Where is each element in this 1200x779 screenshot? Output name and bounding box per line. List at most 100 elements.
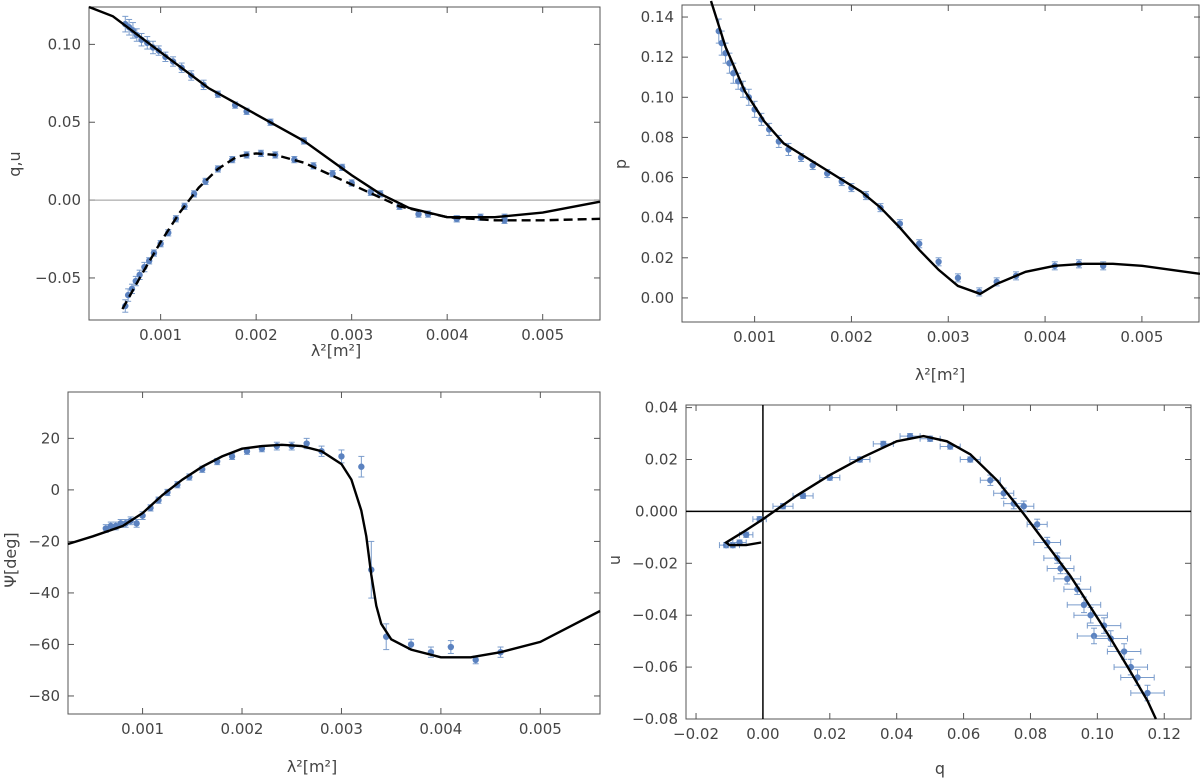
panel-q-u: 0.001 0.002 0.003 0.004 0.005 −0.05 0.00 0.05 0… [5,5,601,360]
y-tick-label: −60 [28,635,60,653]
data-point [742,531,750,538]
y-axis: −0.05 0.00 0.05 0.10 [35,35,600,287]
y-tick-label: 0.10 [641,88,674,106]
data-point [916,240,923,247]
data-point [136,271,143,279]
y-axis-label: p [611,159,630,169]
data-point [472,656,479,664]
y-tick-label: −0.05 [35,269,81,287]
data-point [107,522,114,530]
data-point [501,217,508,224]
y-tick-label: 0.000 [635,502,678,520]
x-tick-label: 0.003 [927,328,970,346]
series-layer [67,437,601,665]
x-tick-label: 0.004 [419,720,462,738]
y-tick-label: −0.02 [632,554,678,572]
y-axis-label: q,u [5,151,24,176]
data-point [935,258,942,266]
data-point [415,210,422,218]
x-tick-label: 0.002 [221,720,264,738]
plot-frame [88,6,601,321]
x-tick-label: 0.002 [235,326,278,344]
y-tick-label: −80 [28,687,60,705]
x-tick-label: −0.02 [673,725,719,743]
y-tick-label: −20 [28,532,60,550]
x-axis: 0.001 0.002 0.003 0.004 0.005 [733,5,1163,346]
data-point [1020,503,1027,510]
data-point [1144,689,1151,697]
data-point [730,70,737,77]
y-tick-label: 0.02 [641,249,674,267]
data-point [1033,521,1041,528]
y-tick-label: 0.02 [645,450,678,468]
x-tick-label: 0.00 [746,725,779,743]
x-tick-label: 0.005 [521,326,564,344]
x-tick-label: 0.005 [519,720,562,738]
y-tick-label: 0 [50,481,60,499]
x-axis: 0.001 0.002 0.003 0.004 0.005 [121,392,562,738]
data-point [1120,648,1128,655]
y-tick-label: 0.06 [641,169,674,187]
x-tick-label: 0.005 [1120,328,1163,346]
x-tick-label: 0.12 [1148,725,1181,743]
x-tick-label: 0.10 [1081,725,1114,743]
panel-p: 0.001 0.002 0.003 0.004 0.005 0.000.020.040.… [611,0,1200,384]
y-tick-label: 20 [41,429,60,447]
y-tick-label: 0.05 [48,113,81,131]
data-point [407,641,415,648]
series-layer [718,432,1165,720]
data-point [1087,611,1094,619]
y-axis: −80 −60 −40 −20 0 20 [28,429,600,705]
y-tick-label: 0.00 [641,289,674,307]
data-point [799,492,807,500]
data-point [338,453,345,460]
data-point [447,643,455,651]
plot-frame [67,391,601,715]
x-axis-label: q [935,759,945,778]
y-tick-label: 0.08 [641,128,674,146]
model-curve [67,443,601,659]
y-tick-label: 0.04 [645,399,678,417]
model-curve [723,434,1157,720]
x-tick-label: 0.002 [830,328,873,346]
y-tick-label: 0.12 [641,48,674,66]
zero-lines [686,405,1191,719]
data-point [954,274,962,282]
series-layer [709,0,1200,297]
x-tick-label: 0.06 [947,725,980,743]
x-tick-label: 0.04 [880,725,913,743]
model-curve [121,152,601,310]
x-tick-label: 0.004 [1024,328,1067,346]
x-tick-label: 0.001 [121,720,164,738]
x-axis: −0.02 0.00 0.02 0.04 0.06 0.08 0.10 0.12 [673,405,1181,743]
x-tick-label: 0.003 [320,720,363,738]
x-tick-label: 0.003 [330,326,373,344]
y-tick-label: 0.04 [641,209,674,227]
x-tick-label: 0.02 [813,725,846,743]
x-axis-label: λ²[m²] [311,341,361,360]
y-tick-label: −40 [28,584,60,602]
y-tick-label: 0.14 [641,8,674,26]
y-tick-label: −0.06 [632,658,678,676]
data-point [243,448,251,455]
data-point [228,453,236,460]
model-curve [709,0,1200,296]
y-axis-label: u [605,555,624,565]
data-point [358,463,365,470]
data-point [987,477,994,484]
y-axis: −0.08 −0.06 −0.04 −0.02 0.000 0.02 0.04 [632,399,1191,728]
y-tick-label: 0.10 [48,35,81,53]
data-point [1080,601,1088,609]
x-tick-label: 0.001 [139,326,182,344]
y-tick-label: 0.00 [48,191,81,209]
model-curve [88,5,601,219]
x-axis-label: λ²[m²] [287,757,337,776]
y-tick-label: −0.08 [632,710,678,728]
x-tick-label: 0.08 [1014,725,1047,743]
plot-frame [681,4,1200,323]
data-point [1064,575,1071,583]
x-axis: 0.001 0.002 0.003 0.004 0.005 [139,7,564,344]
data-point [133,520,140,527]
panel-u-vs-q: −0.02 0.00 0.02 0.04 0.06 0.08 0.10 0.12 −0.08−… [605,399,1192,778]
